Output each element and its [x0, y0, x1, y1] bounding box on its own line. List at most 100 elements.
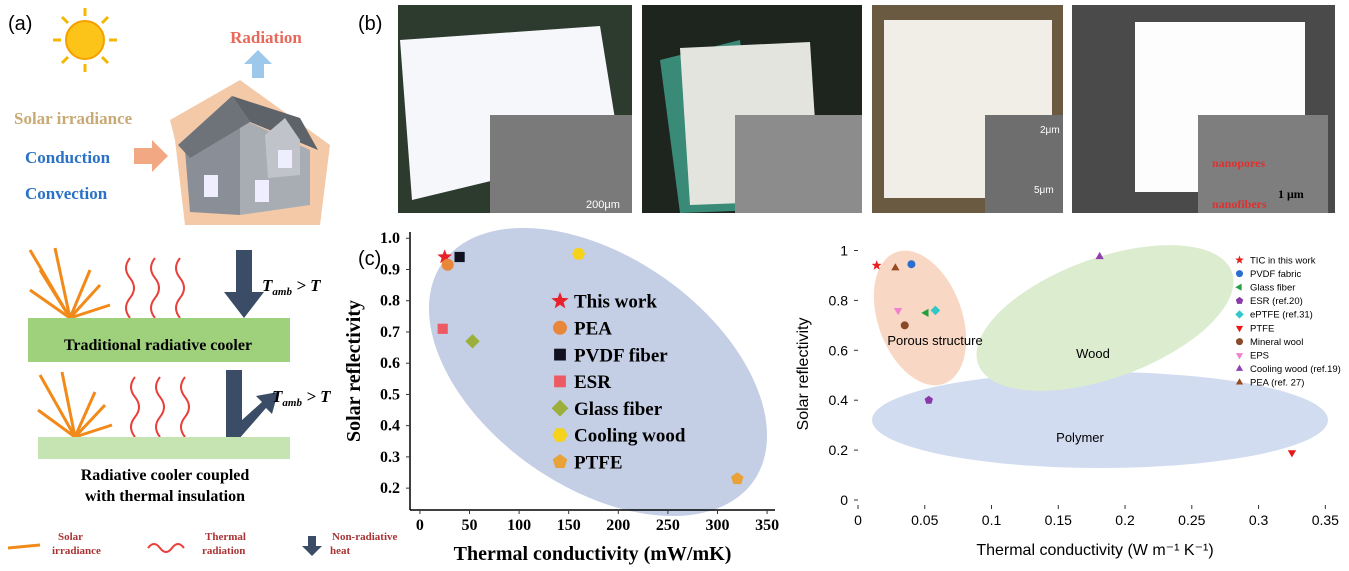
radiation-label: Radiation	[230, 28, 302, 47]
legend-marker	[553, 321, 567, 335]
x-tick-label: 0.35	[1312, 512, 1339, 528]
legend-label: PEA	[574, 318, 612, 339]
legend-arrow	[302, 536, 322, 556]
legend-label: PVDF fiber	[574, 345, 668, 366]
y-tick-label: 0.6	[380, 355, 400, 372]
y-tick-label: 0.4	[829, 392, 849, 408]
conduction-label: Conduction	[25, 148, 111, 167]
scale-label: 1 μm	[1278, 187, 1304, 201]
marker	[438, 324, 448, 334]
nonradiative-arrow	[226, 370, 278, 440]
legend-label: This work	[574, 292, 657, 313]
sun-rays	[38, 372, 112, 437]
legend-marker	[1236, 378, 1243, 384]
y-tick-label: 0.2	[380, 480, 400, 497]
y-tick-label: 0.6	[829, 342, 849, 358]
region-label: Polymer	[1056, 430, 1104, 445]
y-tick-label: 0.2	[829, 442, 849, 458]
marker	[901, 321, 909, 329]
legend-label: Non-radiative	[332, 531, 398, 543]
legend-label: irradiance	[52, 545, 101, 557]
x-tick-label: 0.25	[1178, 512, 1205, 528]
y-tick-label: 0.8	[829, 292, 849, 308]
x-tick-label: 0.05	[911, 512, 938, 528]
x-tick-label: 0.15	[1045, 512, 1072, 528]
x-tick-label: 50	[462, 517, 478, 534]
cooler-layer	[38, 437, 290, 459]
x-tick-label: 0	[854, 512, 862, 528]
legend-label: Mineral wool	[1250, 337, 1303, 348]
y-tick-label: 0.7	[380, 324, 400, 341]
sem-inset	[735, 115, 862, 213]
thermal-waves	[126, 258, 184, 318]
x-tick-label: 0.3	[1249, 512, 1269, 528]
legend-label: heat	[330, 545, 351, 557]
legend-marker	[1236, 297, 1243, 304]
y-tick-label: 0.9	[380, 261, 400, 278]
panel-label: (c)	[358, 248, 381, 270]
radiation-arrow	[244, 50, 272, 78]
legend-label: TIC in this work	[1250, 255, 1316, 266]
panel-b: (b) 200μm 2μm 5μm nanopores nanofibers 1…	[358, 5, 1335, 213]
legend-label: Cooling wood (ref.19)	[1250, 364, 1341, 375]
marker	[907, 260, 915, 268]
legend-marker	[554, 376, 566, 388]
x-tick-label: 0	[416, 517, 424, 534]
legend-label: PTFE	[574, 452, 623, 473]
y-tick-label: 0.8	[380, 293, 400, 310]
marker	[1288, 450, 1296, 457]
x-axis-label: Thermal conductivity (W m⁻¹ K⁻¹)	[976, 542, 1213, 559]
x-tick-label: 0.1	[982, 512, 1002, 528]
x-tick-label: 200	[606, 517, 630, 534]
heat-arrow	[134, 140, 168, 172]
marker	[1096, 252, 1104, 259]
inset-label: nanopores	[1212, 156, 1265, 170]
legend-label: ESR	[574, 372, 611, 393]
sun-icon	[53, 8, 117, 72]
thermal-waves	[131, 377, 189, 437]
y-tick-label: 0.3	[380, 449, 400, 466]
legend-label: Thermal	[205, 531, 246, 543]
legend-label: Solar	[58, 531, 83, 543]
legend-label: radiation	[202, 545, 245, 557]
house-icon	[170, 80, 330, 225]
legend-marker	[1236, 353, 1243, 359]
figure: (a) Radiation Solar irradiance Conductio…	[0, 0, 1349, 571]
legend-marker	[1235, 284, 1241, 291]
x-tick-label: 250	[656, 517, 680, 534]
solar-label: Solar irradiance	[14, 109, 133, 128]
sun-rays	[30, 248, 110, 318]
x-tick-label: 350	[755, 517, 779, 534]
x-tick-label: 150	[557, 517, 581, 534]
legend-label: ESR (ref.20)	[1250, 296, 1303, 307]
cooler-label: with thermal insulation	[85, 488, 245, 505]
legend-label: Glass fiber	[574, 399, 663, 420]
y-tick-label: 1.0	[380, 230, 400, 247]
marker	[442, 259, 454, 271]
legend-marker	[554, 349, 566, 361]
legend-arrow	[8, 545, 40, 548]
legend-label: ePTFE (ref.31)	[1250, 310, 1313, 321]
legend-marker	[1235, 310, 1243, 318]
region-label: Wood	[1076, 346, 1110, 361]
y-tick-label: 0	[840, 492, 848, 508]
panel-label: (b)	[358, 13, 382, 35]
legend-label: PTFE	[1250, 323, 1274, 334]
legend-marker	[1236, 326, 1243, 332]
panel-label: (a)	[8, 13, 32, 35]
legend-marker	[1236, 270, 1243, 277]
legend-label: PVDF fabric	[1250, 269, 1301, 280]
legend-marker	[1235, 255, 1244, 263]
y-axis-label: Solar reflectivity	[343, 300, 365, 442]
inset-label: nanofibers	[1212, 197, 1267, 211]
y-tick-label: 0.5	[380, 386, 400, 403]
scale-label: 2μm	[1040, 125, 1060, 136]
scale-label: 200μm	[586, 199, 620, 211]
y-tick-label: 1	[840, 242, 848, 258]
x-tick-label: 300	[705, 517, 729, 534]
condition-label: Tamb > T	[262, 276, 321, 298]
marker	[455, 252, 465, 262]
scale-label: 5μm	[1034, 185, 1054, 196]
legend-label: PEA (ref. 27)	[1250, 378, 1304, 389]
legend-wave	[148, 544, 184, 552]
